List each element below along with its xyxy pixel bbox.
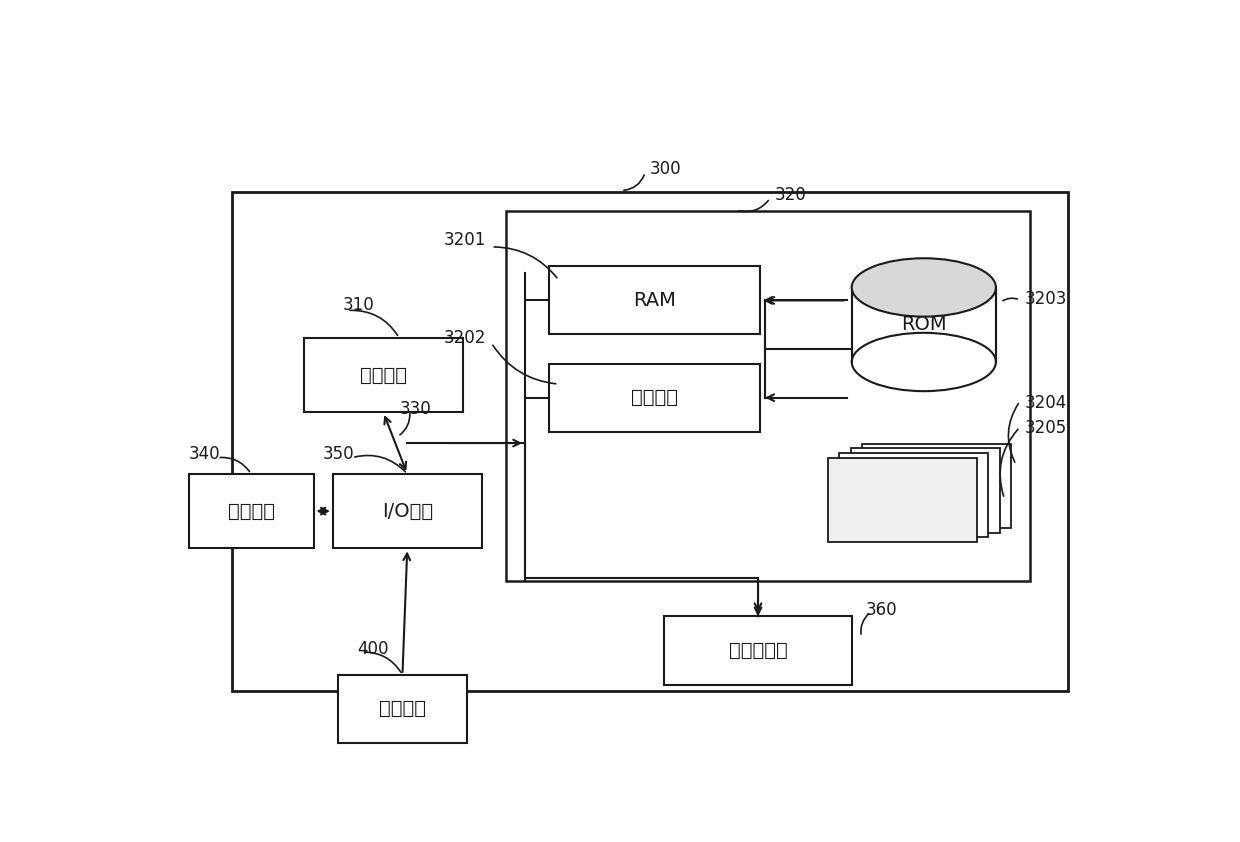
FancyBboxPatch shape — [851, 448, 999, 533]
FancyBboxPatch shape — [304, 338, 463, 413]
Text: 显示单元: 显示单元 — [228, 502, 274, 520]
Text: I/O接口: I/O接口 — [382, 502, 433, 520]
Text: 处理单元: 处理单元 — [360, 365, 407, 385]
Text: 3205: 3205 — [1024, 419, 1066, 438]
Text: 3202: 3202 — [444, 328, 486, 347]
Ellipse shape — [852, 258, 996, 317]
Text: 330: 330 — [401, 400, 432, 418]
Text: RAM: RAM — [634, 290, 676, 310]
FancyBboxPatch shape — [665, 616, 852, 685]
FancyBboxPatch shape — [839, 453, 988, 537]
Ellipse shape — [852, 333, 996, 392]
FancyBboxPatch shape — [188, 474, 314, 548]
FancyBboxPatch shape — [506, 211, 1029, 581]
FancyBboxPatch shape — [332, 474, 481, 548]
Text: ROM: ROM — [901, 315, 946, 334]
FancyBboxPatch shape — [862, 444, 1012, 528]
Text: 350: 350 — [324, 445, 355, 463]
Text: 400: 400 — [357, 640, 388, 658]
FancyBboxPatch shape — [337, 674, 467, 743]
FancyBboxPatch shape — [232, 192, 1068, 691]
Text: 网络适配器: 网络适配器 — [729, 641, 787, 660]
Text: 3203: 3203 — [1024, 290, 1068, 308]
Text: 360: 360 — [866, 601, 898, 619]
Text: 外部设备: 外部设备 — [379, 700, 427, 718]
FancyBboxPatch shape — [549, 266, 760, 334]
Text: 340: 340 — [188, 445, 221, 463]
Text: 310: 310 — [342, 296, 374, 314]
FancyBboxPatch shape — [828, 457, 977, 542]
FancyBboxPatch shape — [549, 364, 760, 432]
FancyBboxPatch shape — [852, 287, 996, 362]
Text: 高速缓存: 高速缓存 — [631, 388, 678, 408]
Text: 300: 300 — [650, 160, 682, 179]
Text: 3201: 3201 — [444, 232, 486, 249]
Text: 3204: 3204 — [1024, 393, 1066, 412]
Text: 320: 320 — [775, 186, 806, 204]
